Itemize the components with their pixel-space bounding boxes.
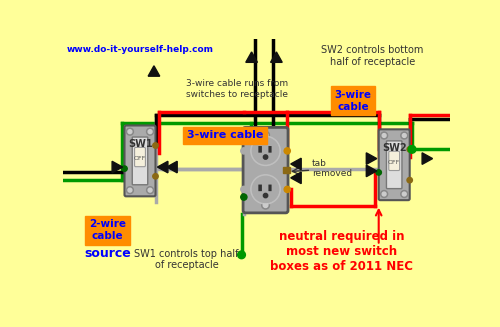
Polygon shape xyxy=(290,158,301,170)
Circle shape xyxy=(148,188,152,192)
Text: neutral required in
most new switch
boxes as of 2011 NEC: neutral required in most new switch boxe… xyxy=(270,230,413,273)
FancyBboxPatch shape xyxy=(386,141,402,189)
Text: SW2 controls bottom
half of receptacle: SW2 controls bottom half of receptacle xyxy=(322,45,424,67)
Text: source: source xyxy=(84,247,131,260)
Circle shape xyxy=(241,186,247,193)
Circle shape xyxy=(382,133,386,137)
FancyBboxPatch shape xyxy=(268,146,272,153)
Circle shape xyxy=(241,194,247,200)
Text: SW2: SW2 xyxy=(382,143,407,153)
Circle shape xyxy=(128,188,132,192)
FancyBboxPatch shape xyxy=(243,128,288,213)
Text: 3-wire cable runs from
switches to receptacle: 3-wire cable runs from switches to recep… xyxy=(186,79,288,99)
Polygon shape xyxy=(290,172,301,184)
Circle shape xyxy=(128,130,132,133)
Text: tab
removed: tab removed xyxy=(312,159,352,178)
Circle shape xyxy=(401,132,408,139)
Polygon shape xyxy=(166,161,177,173)
FancyBboxPatch shape xyxy=(389,151,400,170)
FancyBboxPatch shape xyxy=(258,184,262,191)
Circle shape xyxy=(126,187,134,194)
Circle shape xyxy=(251,136,280,165)
Circle shape xyxy=(252,138,278,164)
Circle shape xyxy=(380,132,388,139)
Circle shape xyxy=(238,251,246,259)
Circle shape xyxy=(401,191,408,198)
Circle shape xyxy=(146,187,154,194)
Polygon shape xyxy=(112,161,122,173)
Circle shape xyxy=(252,176,278,202)
Text: OFF: OFF xyxy=(134,156,146,161)
Polygon shape xyxy=(246,52,258,62)
FancyBboxPatch shape xyxy=(378,129,410,200)
Circle shape xyxy=(263,203,268,208)
Circle shape xyxy=(284,148,290,154)
Text: 2-wire
cable: 2-wire cable xyxy=(89,219,126,241)
Text: SW1: SW1 xyxy=(128,139,153,149)
FancyBboxPatch shape xyxy=(124,126,156,196)
Polygon shape xyxy=(366,153,377,164)
Circle shape xyxy=(122,166,127,171)
Polygon shape xyxy=(158,161,168,173)
Circle shape xyxy=(284,186,290,193)
FancyBboxPatch shape xyxy=(132,137,148,185)
Polygon shape xyxy=(270,52,282,62)
Circle shape xyxy=(262,131,270,139)
FancyBboxPatch shape xyxy=(268,184,272,191)
Circle shape xyxy=(263,133,268,137)
FancyBboxPatch shape xyxy=(258,146,262,153)
Circle shape xyxy=(407,178,412,183)
Circle shape xyxy=(251,175,280,204)
Circle shape xyxy=(126,128,134,135)
Circle shape xyxy=(148,130,152,133)
Circle shape xyxy=(376,170,382,175)
Circle shape xyxy=(241,148,247,154)
Bar xyxy=(284,167,290,173)
Circle shape xyxy=(153,143,158,148)
Circle shape xyxy=(264,155,268,159)
Circle shape xyxy=(407,146,412,152)
Circle shape xyxy=(146,128,154,135)
Polygon shape xyxy=(148,66,160,76)
Text: OFF: OFF xyxy=(388,160,400,165)
Circle shape xyxy=(380,191,388,198)
Polygon shape xyxy=(422,153,432,164)
Text: 3-wire cable: 3-wire cable xyxy=(187,130,264,141)
Circle shape xyxy=(402,192,406,196)
Text: www.do-it-yourself-help.com: www.do-it-yourself-help.com xyxy=(66,44,214,54)
Circle shape xyxy=(264,193,268,198)
Polygon shape xyxy=(366,165,377,177)
Circle shape xyxy=(408,146,416,153)
Circle shape xyxy=(262,201,270,209)
FancyBboxPatch shape xyxy=(134,147,145,167)
Circle shape xyxy=(402,133,406,137)
Circle shape xyxy=(382,192,386,196)
Text: SW1 controls top half
of receptacle: SW1 controls top half of receptacle xyxy=(134,249,239,270)
Text: 3-wire
cable: 3-wire cable xyxy=(334,90,372,112)
Circle shape xyxy=(153,174,158,179)
